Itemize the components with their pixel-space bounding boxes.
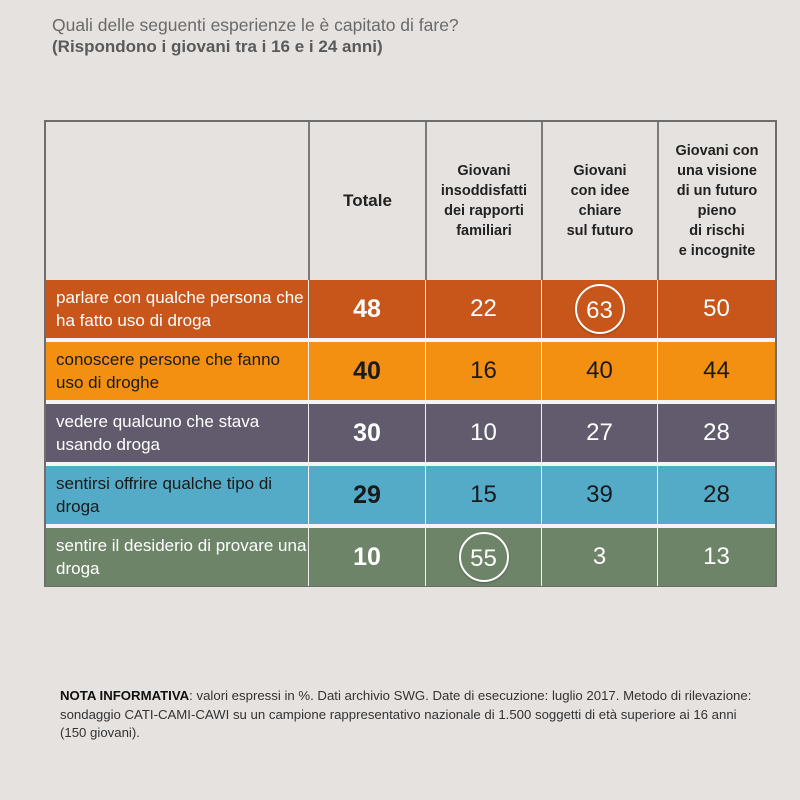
cell-value: 44 bbox=[657, 338, 775, 400]
value-label: 39 bbox=[586, 481, 613, 508]
note-label: NOTA INFORMATIVA bbox=[60, 688, 190, 703]
value-label: 27 bbox=[586, 419, 613, 446]
value-label: 40 bbox=[353, 356, 381, 385]
subtitle: (Rispondono i giovani tra i 16 e i 24 an… bbox=[52, 37, 383, 56]
value-label: 15 bbox=[470, 481, 497, 508]
cell-totale: 30 bbox=[308, 400, 425, 462]
cell-value: 13 bbox=[657, 524, 775, 586]
value-label: 10 bbox=[353, 542, 381, 571]
question-title: Quali delle seguenti esperienze le è cap… bbox=[52, 15, 459, 35]
value-label: 10 bbox=[470, 419, 497, 446]
table-header-row: Totale Giovani insoddisfatti dei rapport… bbox=[46, 122, 775, 280]
value-label: 44 bbox=[703, 357, 730, 384]
cell-value: 22 bbox=[425, 280, 541, 338]
circled-value: 63 bbox=[574, 284, 625, 334]
cell-value: 15 bbox=[425, 462, 541, 524]
cell-value: 28 bbox=[657, 462, 775, 524]
table-row: conoscere persone che fanno uso di drogh… bbox=[46, 338, 775, 400]
column-header-insoddisfatti: Giovani insoddisfatti dei rapporti famil… bbox=[425, 122, 541, 280]
row-label: sentirsi offrire qualche tipo di droga bbox=[46, 462, 308, 524]
table-row: vedere qualcuno che stava usando droga 30… bbox=[46, 400, 775, 462]
cell-totale: 40 bbox=[308, 338, 425, 400]
cell-value: 3 bbox=[541, 524, 657, 586]
value-label: 48 bbox=[353, 294, 381, 323]
results-table: Totale Giovani insoddisfatti dei rapport… bbox=[44, 120, 777, 587]
column-header-idee-chiare: Giovani con idee chiare sul futuro bbox=[541, 122, 657, 280]
value-label: 3 bbox=[592, 543, 607, 570]
column-header-futuro-rischi: Giovani con una visione di un futuro pie… bbox=[657, 122, 775, 280]
column-header-label bbox=[46, 122, 308, 280]
cell-value: 50 bbox=[657, 280, 775, 338]
value-label: 50 bbox=[703, 295, 730, 322]
row-label: sentire il desiderio di provare una drog… bbox=[46, 524, 308, 586]
value-label: 16 bbox=[470, 357, 497, 384]
title-block: Quali delle seguenti esperienze le è cap… bbox=[52, 14, 459, 58]
cell-totale: 48 bbox=[308, 280, 425, 338]
cell-value: 63 bbox=[541, 280, 657, 338]
cell-totale: 29 bbox=[308, 462, 425, 524]
cell-value: 40 bbox=[541, 338, 657, 400]
cell-value: 55 bbox=[425, 524, 541, 586]
value-label: 28 bbox=[703, 419, 730, 446]
value-label: 30 bbox=[353, 418, 381, 447]
circled-value: 55 bbox=[458, 532, 509, 582]
row-label: conoscere persone che fanno uso di drogh… bbox=[46, 338, 308, 400]
table-row: sentirsi offrire qualche tipo di droga 29… bbox=[46, 462, 775, 524]
table-row: parlare con qualche persona che ha fatto… bbox=[46, 280, 775, 338]
value-label: 28 bbox=[703, 481, 730, 508]
table-row: sentire il desiderio di provare una drog… bbox=[46, 524, 775, 586]
cell-value: 27 bbox=[541, 400, 657, 462]
column-header-totale: Totale bbox=[308, 122, 425, 280]
row-label: parlare con qualche persona che ha fatto… bbox=[46, 280, 308, 338]
row-label: vedere qualcuno che stava usando droga bbox=[46, 400, 308, 462]
cell-value: 28 bbox=[657, 400, 775, 462]
value-label: 40 bbox=[586, 357, 613, 384]
cell-totale: 10 bbox=[308, 524, 425, 586]
note-text: : valori espressi in %. Dati archivio SW… bbox=[60, 688, 752, 740]
value-label: 13 bbox=[703, 543, 730, 570]
value-label: 22 bbox=[470, 295, 497, 322]
info-note: NOTA INFORMATIVA: valori espressi in %. … bbox=[60, 687, 760, 743]
value-label: 29 bbox=[353, 480, 381, 509]
cell-value: 39 bbox=[541, 462, 657, 524]
cell-value: 10 bbox=[425, 400, 541, 462]
cell-value: 16 bbox=[425, 338, 541, 400]
